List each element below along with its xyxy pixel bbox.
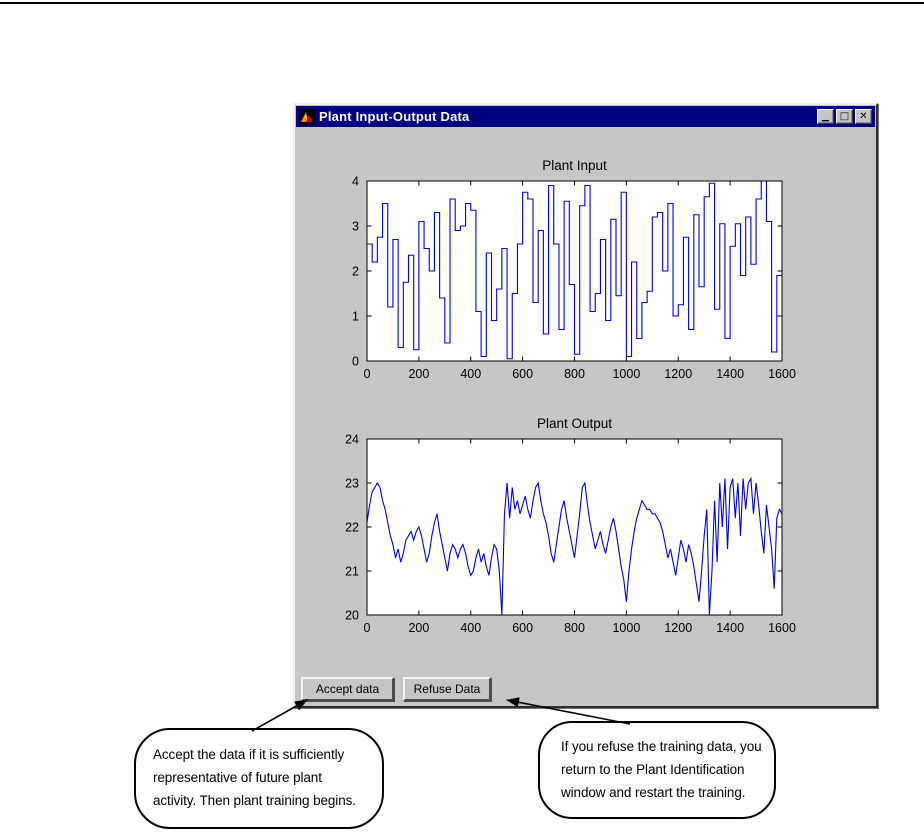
svg-text:1400: 1400 — [716, 621, 744, 635]
callout-accept-line: activity. Then plant training begins. — [153, 793, 356, 808]
svg-text:1400: 1400 — [716, 367, 744, 381]
callout-refuse-line: window and restart the training. — [561, 785, 746, 800]
callout-accept-line: representative of future plant — [153, 770, 322, 785]
callout-refuse: If you refuse the training data, you ret… — [538, 721, 776, 819]
minimize-button[interactable]: ▁ — [817, 109, 834, 124]
svg-text:400: 400 — [460, 367, 481, 381]
svg-text:2: 2 — [352, 265, 359, 279]
svg-text:1000: 1000 — [612, 621, 640, 635]
svg-text:4: 4 — [352, 175, 359, 189]
svg-text:800: 800 — [564, 621, 585, 635]
close-button[interactable]: ✕ — [855, 109, 872, 124]
plant-data-window: Plant Input-Output Data ▁ □ ✕ 0 200 400 600… — [293, 103, 878, 708]
svg-text:1: 1 — [352, 310, 359, 324]
maximize-button[interactable]: □ — [836, 109, 853, 124]
callout-accept-line: Accept the data if it is sufficiently — [153, 747, 345, 762]
svg-text:22: 22 — [345, 521, 359, 535]
window-titlebar[interactable]: Plant Input-Output Data ▁ □ ✕ — [296, 106, 875, 127]
matlab-icon — [299, 108, 315, 125]
svg-text:1600: 1600 — [768, 621, 796, 635]
titlebar-controls: ▁ □ ✕ — [817, 109, 872, 124]
top-rule — [0, 2, 924, 4]
svg-text:21: 21 — [345, 565, 359, 579]
svg-text:23: 23 — [345, 477, 359, 491]
svg-text:1600: 1600 — [768, 367, 796, 381]
svg-text:1000: 1000 — [612, 367, 640, 381]
svg-text:Plant Input: Plant Input — [542, 158, 607, 173]
svg-text:24: 24 — [345, 433, 359, 447]
svg-text:3: 3 — [352, 220, 359, 234]
svg-text:400: 400 — [460, 621, 481, 635]
svg-text:200: 200 — [408, 621, 429, 635]
callout-refuse-line: If you refuse the training data, you — [561, 739, 762, 754]
svg-text:1200: 1200 — [664, 621, 692, 635]
plant-output-chart: 0 200 400 600 800 1000 1200 1400 1600 20 21 22 23 24 P… — [345, 416, 796, 635]
refuse-data-button[interactable]: Refuse Data — [403, 677, 491, 701]
svg-text:0: 0 — [364, 621, 371, 635]
svg-text:600: 600 — [512, 367, 533, 381]
window-title: Plant Input-Output Data — [319, 109, 470, 124]
callout-refuse-line: return to the Plant Identification — [561, 762, 745, 777]
plant-input-chart: 0 200 400 600 800 1000 1200 1400 1600 0 1 2 3 4 Plant … — [352, 158, 796, 381]
svg-text:0: 0 — [364, 367, 371, 381]
callout-accept: Accept the data if it is sufficiently re… — [134, 728, 384, 829]
svg-text:0: 0 — [352, 355, 359, 369]
svg-text:800: 800 — [564, 367, 585, 381]
svg-text:200: 200 — [408, 367, 429, 381]
svg-text:20: 20 — [345, 609, 359, 623]
svg-text:1200: 1200 — [664, 367, 692, 381]
svg-text:Plant Output: Plant Output — [537, 416, 612, 431]
accept-data-button[interactable]: Accept data — [301, 677, 394, 701]
svg-text:600: 600 — [512, 621, 533, 635]
